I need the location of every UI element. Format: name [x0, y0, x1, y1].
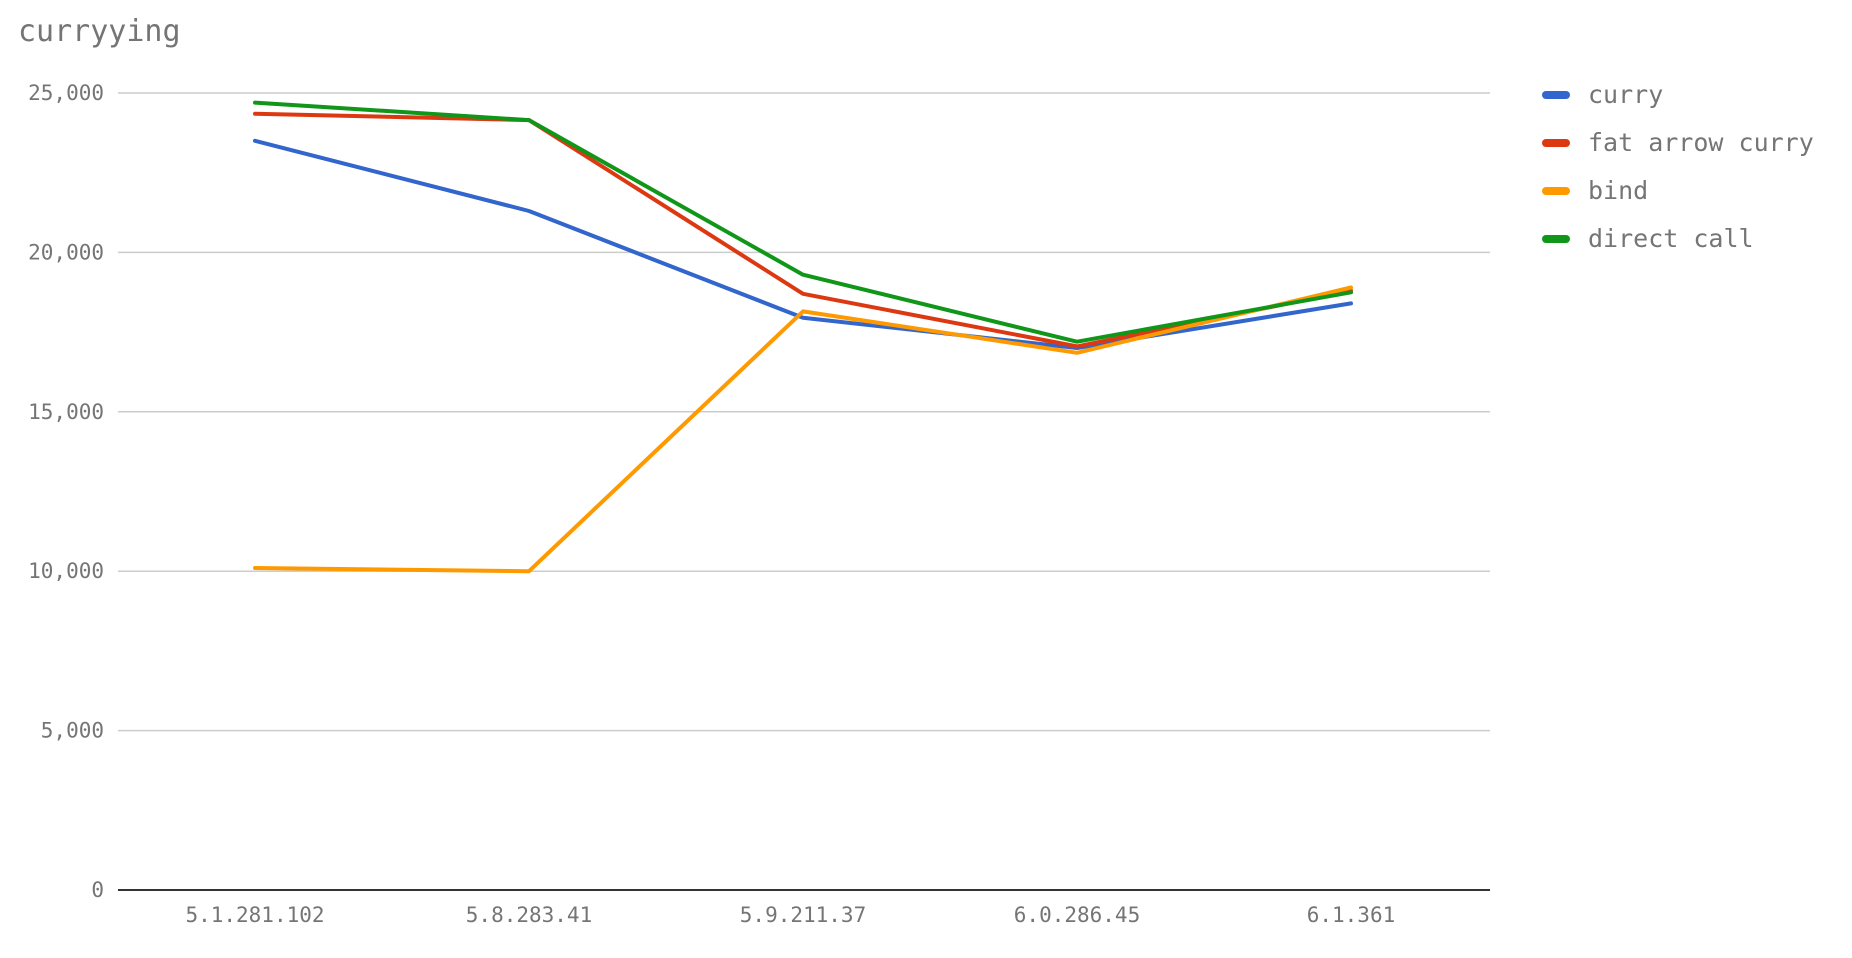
series-lines — [253, 100, 1353, 574]
y-tick-label: 0 — [91, 878, 104, 902]
y-tick-label: 10,000 — [28, 559, 104, 583]
x-tick-label: 6.0.286.45 — [1014, 903, 1140, 927]
series-line-fat-arrow-curry — [253, 111, 1353, 349]
chart-title: curryying — [18, 14, 181, 49]
x-tick-label: 5.8.283.41 — [466, 903, 592, 927]
x-tick-label: 5.9.211.37 — [740, 903, 866, 927]
y-tick-label: 5,000 — [41, 719, 104, 743]
y-tick-label: 20,000 — [28, 240, 104, 264]
legend-label-fat-arrow-curry: fat arrow curry — [1588, 128, 1814, 157]
gridlines — [118, 92, 1490, 732]
y-axis-tick-labels: 0 5,000 10,000 15,000 20,000 25,000 — [28, 81, 104, 902]
x-axis-tick-labels: 5.1.281.102 5.8.283.41 5.9.211.37 6.0.286.4… — [185, 903, 1395, 927]
legend-label-bind: bind — [1588, 176, 1648, 205]
y-tick-label: 25,000 — [28, 81, 104, 105]
series-line-direct-call — [253, 100, 1353, 344]
legend: curry fat arrow curry bind direct call — [1542, 80, 1814, 253]
series-line-bind — [253, 285, 1353, 574]
series-line-curry — [253, 138, 1353, 350]
legend-label-direct-call: direct call — [1588, 224, 1754, 253]
y-tick-label: 15,000 — [28, 400, 104, 424]
x-tick-label: 6.1.361 — [1307, 903, 1396, 927]
legend-label-curry: curry — [1588, 80, 1663, 109]
x-tick-label: 5.1.281.102 — [185, 903, 324, 927]
